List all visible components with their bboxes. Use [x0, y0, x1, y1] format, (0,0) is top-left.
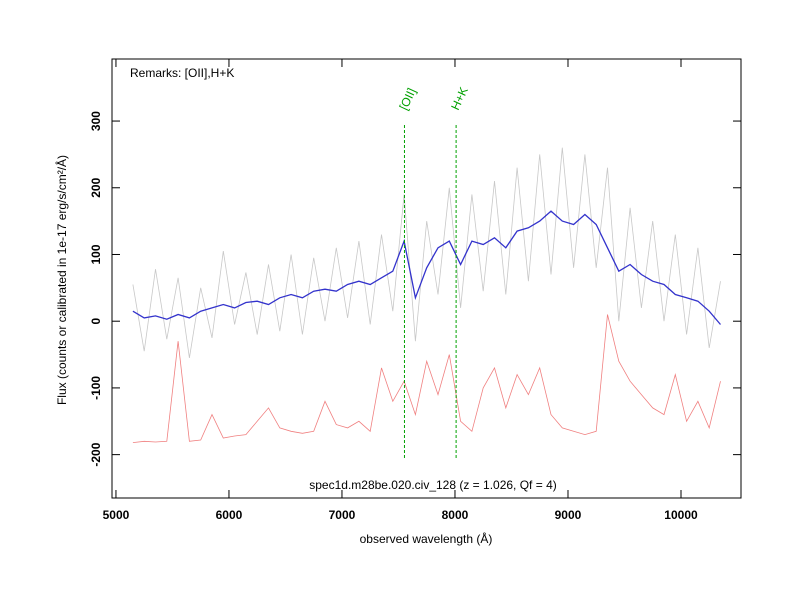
spectrum-line: [132, 314, 721, 443]
spectrum-line: [132, 147, 721, 358]
feature-label: H+K: [448, 85, 471, 112]
x-tick-label: 6000: [216, 508, 243, 522]
feature-label: [OII]: [396, 86, 418, 112]
y-tick-label: -100: [89, 376, 103, 400]
caption: spec1d.m28be.020.civ_128 (z = 1.026, Qf …: [309, 478, 557, 492]
y-tick-label: 200: [89, 177, 103, 197]
remarks: Remarks: [OII],H+K: [130, 66, 234, 80]
x-tick-label: 7000: [329, 508, 356, 522]
spectrum-line: [132, 210, 721, 325]
x-tick-label: 5000: [103, 508, 130, 522]
x-tick-label: 9000: [555, 508, 582, 522]
y-tick-label: 300: [89, 111, 103, 131]
y-tick-label: 0: [89, 318, 103, 325]
y-tick-label: -200: [89, 442, 103, 466]
plot-frame: [111, 58, 742, 499]
x-axis-label: observed wavelength (Å): [360, 531, 493, 546]
x-tick-label: 8000: [442, 508, 469, 522]
x-tick-label: 10000: [664, 508, 698, 522]
y-tick-label: 100: [89, 244, 103, 264]
y-axis-label: Flux (counts or calibrated in 1e-17 erg/…: [54, 155, 69, 405]
